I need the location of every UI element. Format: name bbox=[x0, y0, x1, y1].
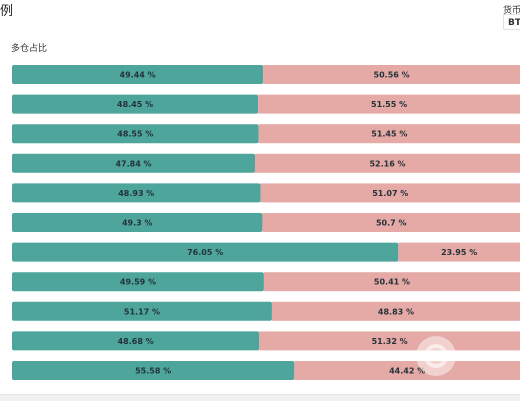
short-bar bbox=[263, 272, 520, 292]
bar-row-7: 76.05 % 23.95 % bbox=[12, 242, 520, 262]
short-bar bbox=[271, 301, 520, 321]
short-bar bbox=[398, 242, 520, 262]
short-value-label: 50.56 % bbox=[374, 71, 410, 80]
short-value-label: 52.16 % bbox=[369, 159, 405, 168]
short-value-label: 51.55 % bbox=[371, 100, 407, 109]
section-title: 例 bbox=[0, 4, 14, 19]
long-value-label: 48.93 % bbox=[118, 189, 154, 198]
long-bar bbox=[12, 94, 259, 114]
short-value-label: 23.95 % bbox=[441, 248, 477, 257]
long-value-label: 48.68 % bbox=[118, 337, 154, 346]
short-bar bbox=[262, 213, 520, 232]
bar-row-11: 55.58 % 44.42 % bbox=[12, 361, 520, 380]
long-value-label: 48.55 % bbox=[117, 130, 153, 139]
long-value-label: 55.58 % bbox=[135, 367, 171, 376]
currency-label: 货币 bbox=[503, 6, 520, 16]
short-bar bbox=[259, 331, 520, 351]
long-value-label: 76.05 % bbox=[187, 248, 223, 257]
short-value-label: 50.41 % bbox=[374, 278, 410, 287]
short-value-label: 48.83 % bbox=[378, 307, 414, 316]
long-bar bbox=[12, 361, 295, 380]
long-value-label: 49.3 % bbox=[122, 219, 153, 228]
bar-row-1: 49.44 % 50.56 % bbox=[12, 65, 520, 84]
long-bar bbox=[12, 242, 399, 262]
short-bar bbox=[294, 361, 520, 380]
bar-row-2: 48.45 % 51.55 % bbox=[12, 94, 520, 114]
bar-row-9: 51.17 % 48.83 % bbox=[12, 301, 520, 321]
short-value-label: 51.07 % bbox=[372, 189, 408, 198]
long-bar bbox=[12, 331, 260, 351]
bar-row-8: 49.59 % 50.41 % bbox=[12, 272, 520, 292]
long-bar bbox=[12, 153, 256, 173]
chart-subtitle: 多仓占比 bbox=[11, 44, 48, 54]
short-value-label: 50.7 % bbox=[376, 219, 407, 228]
bar-row-4: 47.84 % 52.16 % bbox=[12, 153, 520, 173]
short-bar bbox=[258, 94, 520, 114]
watermark-ring-icon bbox=[424, 344, 448, 368]
bar-row-6: 49.3 % 50.7 % bbox=[12, 213, 520, 232]
short-value-label: 51.45 % bbox=[371, 130, 407, 139]
long-bar bbox=[12, 65, 264, 84]
horizontal-scrollbar[interactable] bbox=[0, 394, 520, 401]
long-bar bbox=[12, 124, 259, 144]
short-bar bbox=[255, 153, 520, 173]
short-value-label: 51.32 % bbox=[372, 337, 408, 346]
short-bar bbox=[263, 65, 520, 84]
short-bar bbox=[258, 124, 520, 144]
bar-row-10: 48.68 % 51.32 % bbox=[12, 331, 520, 351]
short-value-label: 44.42 % bbox=[389, 367, 425, 376]
long-bar bbox=[12, 183, 261, 203]
long-value-label: 48.45 % bbox=[117, 100, 153, 109]
long-value-label: 47.84 % bbox=[115, 159, 151, 168]
long-value-label: 49.59 % bbox=[120, 278, 156, 287]
short-bar bbox=[260, 183, 520, 203]
bar-row-3: 48.55 % 51.45 % bbox=[12, 124, 520, 144]
long-bar bbox=[12, 301, 272, 321]
long-value-label: 49.44 % bbox=[120, 71, 156, 80]
long-bar bbox=[12, 213, 263, 232]
bar-row-5: 48.93 % 51.07 % bbox=[12, 183, 520, 203]
long-value-label: 51.17 % bbox=[124, 307, 160, 316]
currency-select[interactable]: BTC bbox=[503, 14, 520, 30]
long-bar bbox=[12, 272, 264, 292]
